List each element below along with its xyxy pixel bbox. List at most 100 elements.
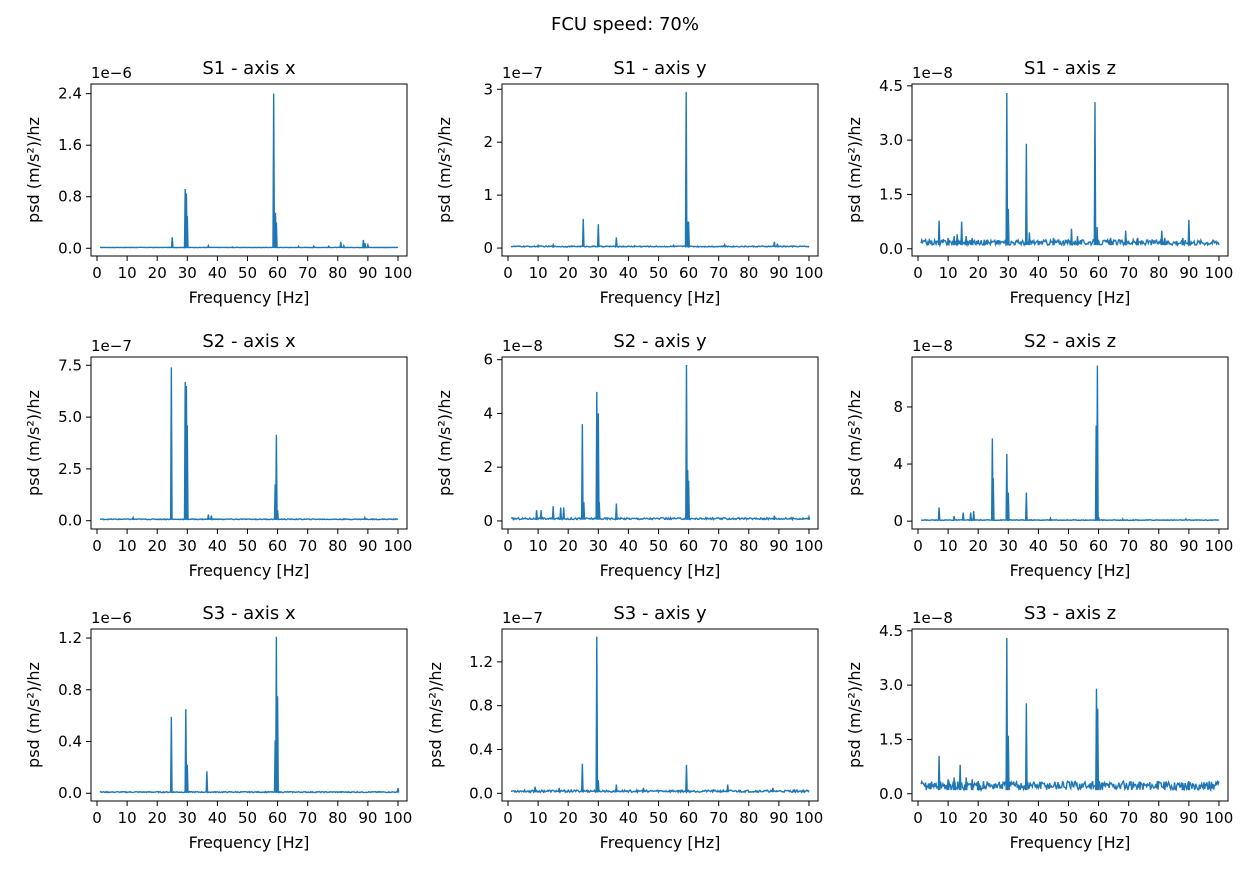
x-tick-label: 50 [649,264,668,282]
peak-mark [231,246,234,249]
x-tick-label: 70 [709,537,728,555]
series-line [920,237,1220,248]
peak-mark [614,237,618,248]
x-tick-label: 50 [1059,264,1078,282]
x-tick-label: 40 [208,537,227,555]
x-tick-label: 0 [913,537,923,555]
subplot-title: S1 - axis x [202,58,296,79]
peak-mark [1097,516,1100,521]
x-axis-label: Frequency [Hz] [600,288,721,307]
x-tick-label: 30 [589,264,608,282]
peak-mark [581,218,585,248]
peak-mark [1093,102,1097,246]
x-tick-label: 90 [1179,537,1198,555]
peak-mark [1006,492,1010,521]
y-axis-label: psd (m/s²)/hz [24,117,43,223]
peak-mark [772,515,776,520]
x-tick-label: 90 [358,537,377,555]
peak-mark [1005,454,1009,521]
peak-mark [596,413,600,520]
x-tick-label: 50 [238,537,257,555]
peak-mark [185,764,189,793]
peak-mark [1095,227,1099,246]
x-tick-label: 70 [298,537,317,555]
y-tick-label: 0 [483,239,493,257]
x-tick-label: 90 [1179,809,1198,827]
y-tick-label: 0.0 [469,784,493,802]
peak-mark [1095,365,1099,521]
peak-mark [772,241,776,248]
peak-mark [209,515,213,520]
x-tick-label: 100 [795,264,824,282]
y-axis-label: psd (m/s²)/hz [24,390,43,496]
y-tick-label: 8 [893,398,903,416]
peak-mark [327,244,331,248]
peak-mark [169,716,173,793]
x-tick-label: 40 [208,264,227,282]
x-tick-label: 60 [679,809,698,827]
y-tick-label: 6 [483,351,493,369]
peak-mark [633,244,636,248]
y-tick-label: 2 [483,458,493,476]
peak-mark [562,507,566,520]
x-tick-label: 10 [939,264,958,282]
peak-mark [958,764,962,791]
y-tick-label: 1.5 [879,185,903,203]
x-tick-label: 80 [739,537,758,555]
x-tick-label: 0 [503,264,513,282]
subplot-1: 0 10 20 30 40 50 60 70 80 90 100 0.0 0.8 1.6 2.4 1e−6 S1… [24,58,412,307]
x-tick-label: 10 [118,809,137,827]
x-axis-label: Frequency [Hz] [600,833,721,852]
x-tick-label: 30 [999,809,1018,827]
peak-mark [964,777,968,791]
axis-offset-label: 1e−6 [91,609,132,627]
y-tick-label: 2.5 [58,460,82,478]
x-tick-label: 40 [619,264,638,282]
axis-offset-label: 1e−7 [502,64,543,82]
peak-mark [551,506,555,520]
x-tick-label: 80 [739,809,758,827]
peak-mark [807,514,811,520]
x-tick-label: 100 [384,264,413,282]
x-tick-label: 20 [148,809,167,827]
peak-mark [771,787,775,793]
x-tick-label: 80 [328,264,347,282]
subplot-8: 0 10 20 30 40 50 60 70 80 90 100 0.0 0.4 0.8 1.2 1e−7 S3… [426,603,823,852]
axes-frame [90,356,408,530]
axis-offset-label: 1e−8 [912,609,953,627]
x-tick-label: 30 [999,537,1018,555]
peak-mark [952,236,956,246]
x-tick-label: 50 [238,809,257,827]
peak-mark [642,787,645,793]
peak-mark [206,514,210,520]
x-tick-label: 20 [559,537,578,555]
x-tick-label: 0 [92,537,102,555]
x-tick-label: 100 [1205,264,1234,282]
peak-mark [726,784,730,793]
y-tick-label: 0.0 [58,784,82,802]
x-tick-label: 40 [208,809,227,827]
x-tick-label: 0 [913,809,923,827]
y-tick-label: 4 [893,455,903,473]
x-tick-label: 0 [503,537,513,555]
peak-mark [1109,237,1113,246]
subplot-title: S2 - axis z [1024,331,1116,352]
peak-mark [184,709,188,793]
series-line [510,244,810,249]
axes-frame [501,356,819,530]
x-tick-label: 0 [913,264,923,282]
x-axis-label: Frequency [Hz] [1010,833,1131,852]
y-tick-label: 3.0 [879,676,903,694]
x-tick-label: 50 [1059,809,1078,827]
peak-mark [535,510,539,520]
peak-mark [205,771,209,793]
x-tick-label: 90 [358,264,377,282]
x-tick-label: 50 [649,537,668,555]
axis-offset-label: 1e−7 [91,337,132,355]
peak-mark [955,234,959,246]
x-tick-label: 10 [529,809,548,827]
y-tick-label: 0.0 [879,240,903,258]
peak-mark [536,243,540,248]
subplot-title: S2 - axis y [613,331,707,352]
